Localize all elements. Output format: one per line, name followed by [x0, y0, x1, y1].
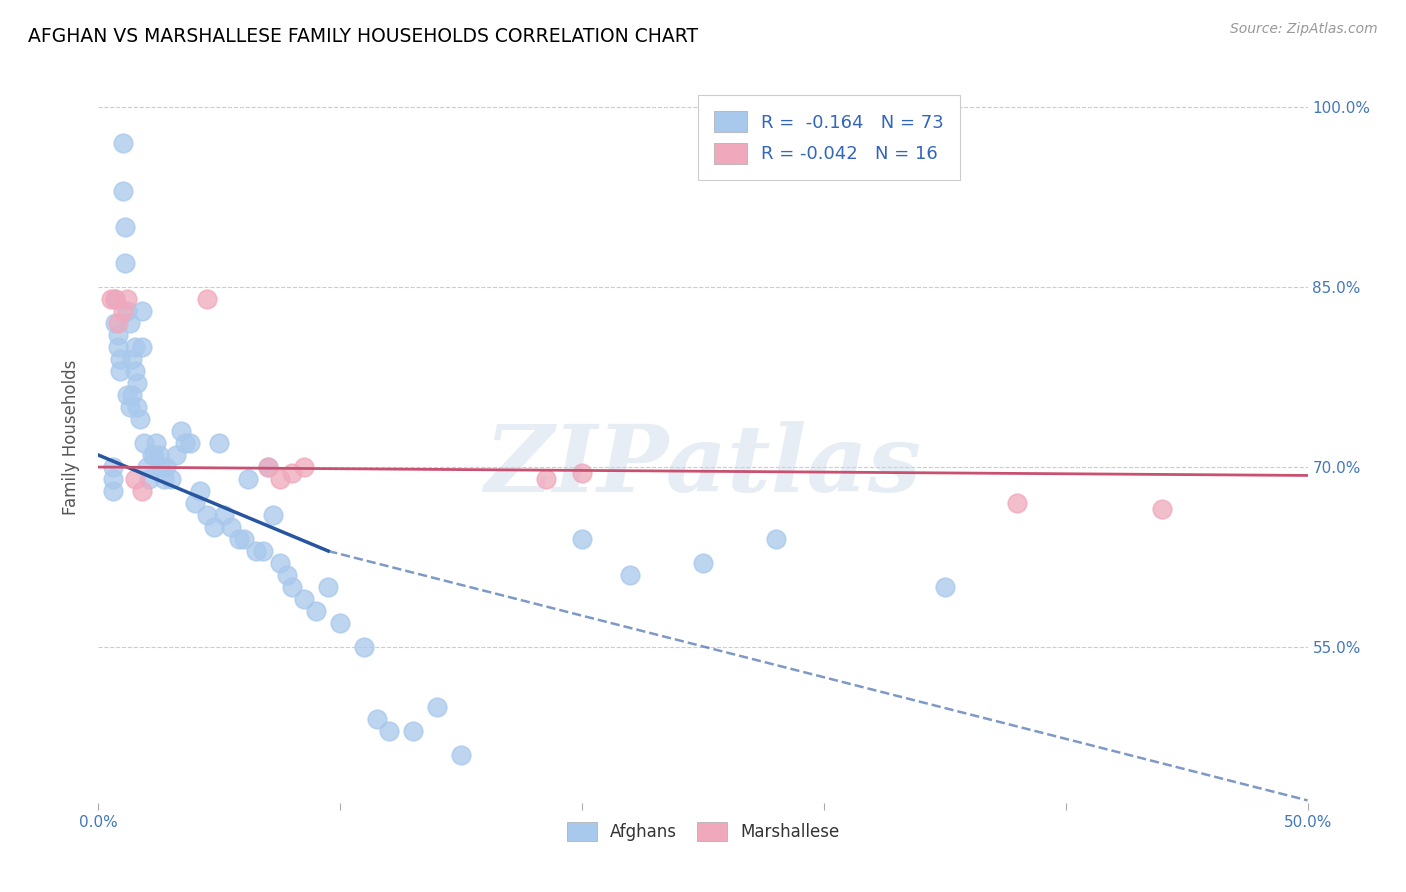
Point — [329, 615, 352, 630]
Point — [145, 436, 167, 450]
Point — [188, 483, 211, 498]
Point — [141, 448, 163, 462]
Point — [426, 699, 449, 714]
Point — [107, 328, 129, 343]
Point — [143, 448, 166, 462]
Point — [377, 723, 399, 738]
Point — [138, 472, 160, 486]
Point — [292, 460, 315, 475]
Point — [256, 460, 278, 475]
Point — [128, 412, 150, 426]
Point — [117, 304, 139, 318]
Point — [534, 472, 557, 486]
Point — [232, 532, 254, 546]
Point — [1007, 496, 1029, 510]
Point — [221, 520, 243, 534]
Point — [169, 424, 191, 438]
Point — [195, 292, 218, 306]
Point — [269, 472, 291, 486]
Point — [160, 472, 183, 486]
Point — [131, 483, 153, 498]
Point — [765, 532, 787, 546]
Point — [269, 556, 291, 570]
Point — [152, 472, 174, 486]
Point — [228, 532, 250, 546]
Point — [256, 460, 278, 475]
Y-axis label: Family Households: Family Households — [62, 359, 80, 515]
Point — [262, 508, 284, 522]
Point — [114, 256, 136, 270]
Point — [571, 466, 593, 480]
Text: AFGHAN VS MARSHALLESE FAMILY HOUSEHOLDS CORRELATION CHART: AFGHAN VS MARSHALLESE FAMILY HOUSEHOLDS … — [28, 27, 699, 45]
Point — [281, 466, 304, 480]
Point — [195, 508, 218, 522]
Point — [114, 220, 136, 235]
Point — [179, 436, 201, 450]
Point — [292, 591, 315, 606]
Point — [121, 352, 143, 367]
Point — [165, 448, 187, 462]
Point — [131, 340, 153, 354]
Point — [155, 460, 177, 475]
Point — [281, 580, 304, 594]
Point — [111, 184, 134, 198]
Point — [100, 292, 122, 306]
Point — [366, 712, 388, 726]
Point — [619, 568, 641, 582]
Point — [117, 292, 139, 306]
Point — [571, 532, 593, 546]
Point — [118, 316, 141, 330]
Point — [450, 747, 472, 762]
Point — [104, 316, 127, 330]
Point — [174, 436, 197, 450]
Point — [402, 723, 425, 738]
Point — [104, 292, 127, 306]
Point — [150, 460, 173, 475]
Point — [208, 436, 231, 450]
Point — [101, 472, 124, 486]
Point — [252, 544, 274, 558]
Point — [204, 520, 226, 534]
Point — [238, 472, 260, 486]
Point — [353, 640, 375, 654]
Point — [184, 496, 207, 510]
Point — [111, 304, 134, 318]
Point — [692, 556, 714, 570]
Point — [107, 316, 129, 330]
Point — [124, 340, 146, 354]
Point — [316, 580, 339, 594]
Point — [117, 388, 139, 402]
Point — [1152, 502, 1174, 516]
Point — [104, 292, 127, 306]
Point — [934, 580, 956, 594]
Point — [131, 304, 153, 318]
Point — [101, 483, 124, 498]
Point — [305, 604, 328, 618]
Point — [108, 364, 131, 378]
Point — [135, 460, 157, 475]
Point — [148, 448, 170, 462]
Point — [134, 436, 156, 450]
Text: ZIPatlas: ZIPatlas — [485, 421, 921, 511]
Point — [108, 352, 131, 367]
Point — [124, 364, 146, 378]
Point — [111, 136, 134, 151]
Point — [121, 388, 143, 402]
Point — [245, 544, 267, 558]
Point — [276, 568, 298, 582]
Point — [127, 400, 149, 414]
Legend: Afghans, Marshallese: Afghans, Marshallese — [558, 814, 848, 849]
Point — [118, 400, 141, 414]
Text: Source: ZipAtlas.com: Source: ZipAtlas.com — [1230, 22, 1378, 37]
Point — [124, 472, 146, 486]
Point — [101, 460, 124, 475]
Point — [127, 376, 149, 391]
Point — [107, 340, 129, 354]
Point — [212, 508, 235, 522]
